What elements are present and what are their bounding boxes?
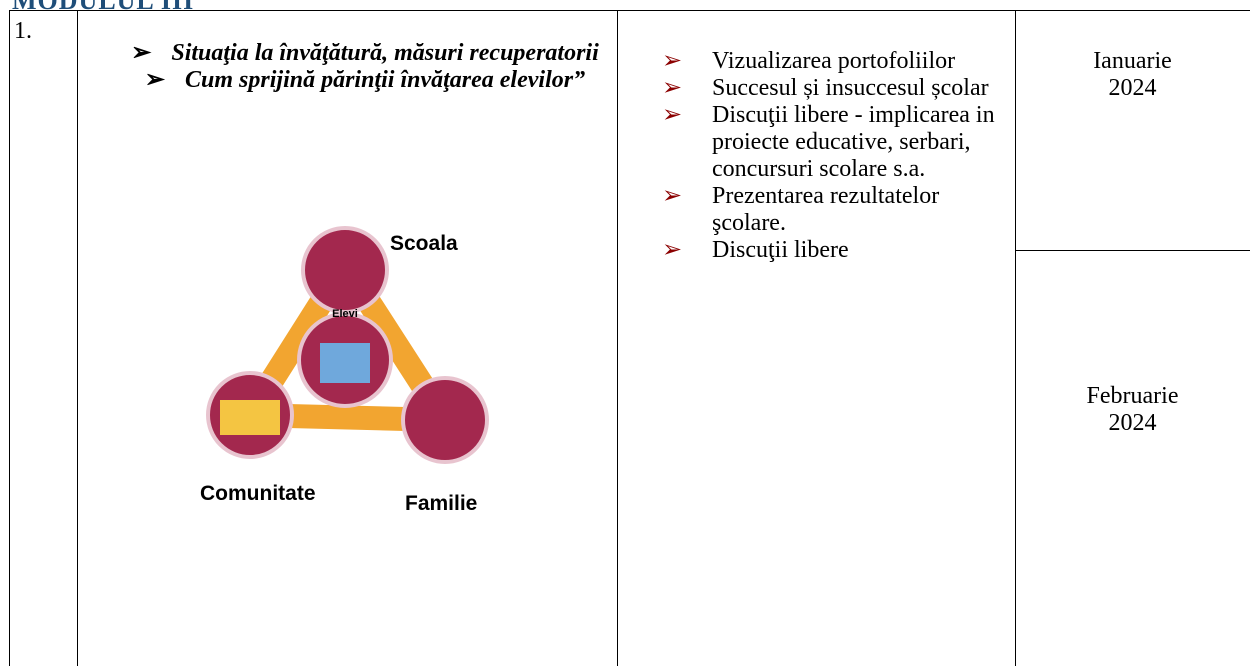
topic-text: Situaţia la învăţătură, măsuri recuperat… <box>171 40 599 66</box>
picture <box>220 400 280 435</box>
activity-item: Discuţii libere - implicarea in proiecte… <box>662 102 1007 183</box>
col-border <box>1015 10 1016 666</box>
date: Ianuarie 2024 <box>1093 48 1172 101</box>
topic-list: ➢ Situaţia la învăţătură, măsuri recupera… <box>130 40 600 94</box>
diagram-label: Comunitate <box>200 482 316 505</box>
topic-text: Cum sprijină părinţii învăţarea elevilor… <box>185 67 586 93</box>
picture <box>320 343 370 383</box>
col-border <box>9 10 10 666</box>
activity-item: Succesul și insuccesul școlar <box>662 75 1007 102</box>
circle <box>401 376 489 464</box>
col-border <box>617 10 618 666</box>
diagram-band <box>228 242 468 433</box>
diagram-label: Familie <box>405 492 477 515</box>
diagram-label: Elevi <box>332 308 358 320</box>
col-border <box>77 10 78 666</box>
module-title: MODULUL III <box>12 0 195 15</box>
circle <box>301 226 389 314</box>
row-border <box>1015 250 1250 251</box>
date: Februarie 2024 <box>1086 383 1179 436</box>
topic-item: ➢ Situaţia la învăţătură, măsuri recupera… <box>131 40 599 66</box>
row-number: 1. <box>14 18 32 44</box>
activity-list: Vizualizarea portofoliilor Succesul și i… <box>662 48 1007 264</box>
topic-item: ➢ Cum sprijină părinţii învăţarea elevilo… <box>144 67 586 93</box>
activity-item: Discuţii libere <box>662 237 1007 264</box>
table-top <box>10 10 1250 11</box>
diagram: Scoala Elevi Comunitate Familie <box>200 226 489 515</box>
activity-item: Prezentarea rezultatelor şcolare. <box>662 183 1007 237</box>
activity-item: Vizualizarea portofoliilor <box>662 48 1007 75</box>
diagram-label: Scoala <box>390 232 458 255</box>
